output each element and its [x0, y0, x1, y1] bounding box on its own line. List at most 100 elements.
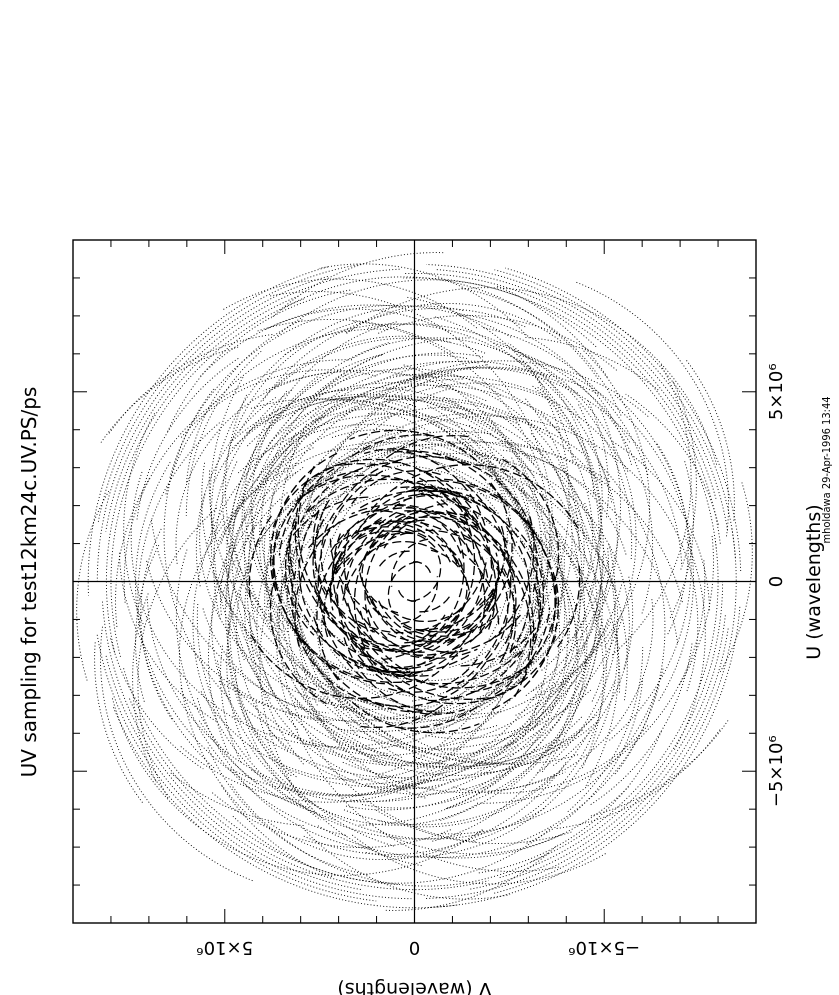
uv-track [349, 429, 478, 462]
uv-track [590, 643, 693, 805]
uv-track [220, 492, 288, 602]
uv-track [227, 567, 297, 778]
uv-track [441, 409, 535, 465]
uv-track [329, 494, 439, 596]
uv-track [609, 394, 692, 741]
uv-track [76, 490, 110, 681]
x-axis-label: U (wavelengths) [803, 504, 825, 659]
uv-track [312, 510, 376, 633]
uv-track [241, 390, 340, 702]
uv-track [445, 510, 517, 645]
uv-track [220, 397, 541, 546]
uv-track [244, 588, 433, 789]
x-tick-labels: −5×10⁶ 0 5×10⁶ [766, 363, 787, 807]
uv-track [330, 516, 383, 586]
chart-title: UV sampling for test12km24c.UV.PS/ps [17, 387, 41, 778]
uv-track [377, 550, 410, 569]
uv-track [236, 479, 322, 751]
uv-track [577, 402, 603, 597]
uv-track [412, 622, 459, 654]
uv-track [357, 558, 488, 634]
uv-track [226, 376, 318, 699]
uv-track [345, 680, 573, 811]
uv-track [296, 455, 350, 584]
uv-track [210, 305, 464, 537]
uv-track [365, 626, 619, 858]
uv-track [242, 497, 502, 715]
uv-track [544, 522, 604, 769]
uv-track [218, 599, 560, 722]
uv-track [423, 588, 498, 633]
uv-track [241, 337, 470, 502]
uv-track [316, 519, 382, 681]
uv-track [287, 539, 424, 674]
uv-track [216, 660, 546, 840]
uv-track [541, 561, 609, 671]
uv-track [387, 611, 578, 720]
uv-track [512, 349, 631, 443]
uv-track [445, 565, 495, 630]
uv-track [470, 613, 726, 890]
uv-track [403, 272, 721, 544]
uv-track [206, 384, 578, 545]
uv-track [449, 552, 468, 622]
uv-track [294, 698, 388, 754]
uv-track [353, 529, 384, 666]
uv-track [347, 632, 433, 670]
uv-track [343, 773, 556, 826]
uv-track [315, 388, 450, 637]
uv-track [239, 624, 566, 794]
uv-track [586, 441, 618, 624]
y-axis-label: V (wavelengths) [337, 978, 491, 995]
uv-track [231, 387, 495, 442]
uv-track [517, 354, 694, 702]
uv-track [379, 830, 564, 855]
uv-track [310, 373, 560, 434]
uv-track [258, 521, 289, 634]
uv-track [259, 446, 400, 799]
uv-track [135, 461, 312, 809]
uv-track [504, 267, 742, 572]
uv-track [402, 616, 495, 637]
uv-track [317, 684, 660, 859]
uv-track [416, 586, 498, 631]
uv-track [494, 269, 736, 558]
uv-track [111, 698, 485, 876]
uv-track [404, 367, 551, 385]
uv-track [403, 364, 543, 659]
uv-track [540, 529, 571, 642]
uv-track [429, 419, 551, 740]
uv-track [436, 269, 717, 499]
uv-track [305, 478, 479, 523]
uv-track [494, 607, 551, 695]
uv-track [460, 620, 542, 667]
uv-track [209, 377, 244, 533]
uv-track [532, 385, 602, 596]
uv-track [269, 291, 554, 528]
uv-track [327, 448, 587, 666]
uv-track [391, 490, 516, 547]
uv-track [283, 323, 613, 503]
uv-track [507, 342, 595, 495]
uv-track [137, 422, 220, 769]
uv-track [225, 394, 285, 641]
uv-track [296, 439, 414, 708]
uv-track [105, 655, 412, 900]
uv-track [374, 510, 479, 541]
y-ticks [72, 240, 757, 923]
uv-track [275, 635, 560, 872]
uv-track [283, 361, 479, 439]
uv-track [430, 605, 741, 908]
uv-track [485, 481, 560, 731]
uv-track [110, 638, 204, 770]
uv-track [210, 389, 293, 560]
uv-track [433, 315, 600, 637]
uv-track [440, 503, 598, 821]
uv-track [251, 443, 442, 552]
uv-track [351, 701, 480, 734]
uv-track [469, 580, 498, 643]
uv-track [350, 640, 524, 685]
uv-track [387, 561, 418, 612]
uv-track [285, 487, 330, 685]
uv-track [165, 328, 388, 497]
